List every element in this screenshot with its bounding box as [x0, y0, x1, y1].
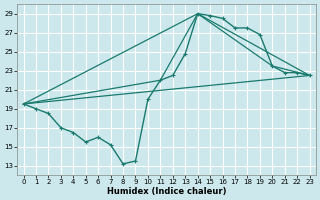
X-axis label: Humidex (Indice chaleur): Humidex (Indice chaleur) — [107, 187, 226, 196]
